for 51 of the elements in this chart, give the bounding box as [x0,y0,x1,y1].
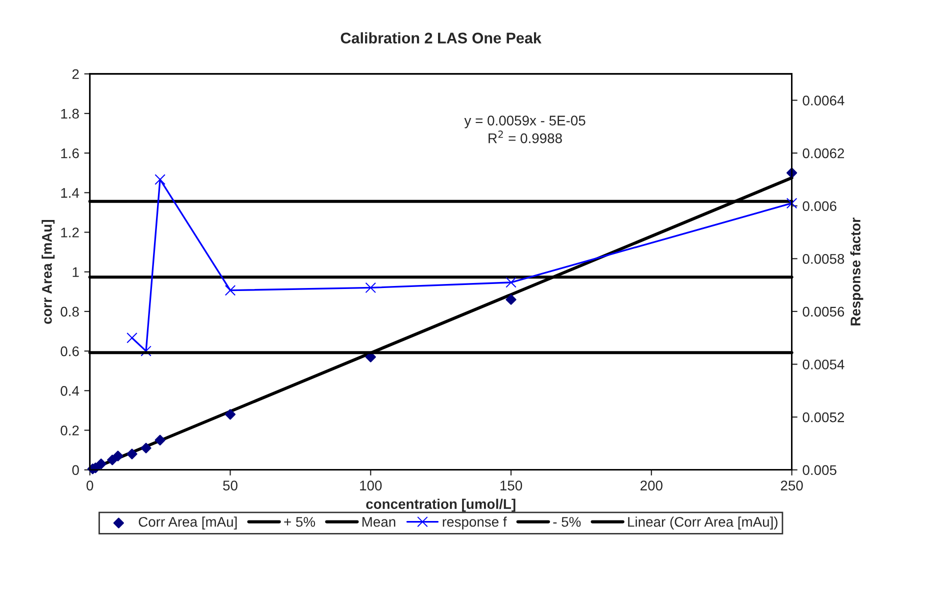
point [126,332,138,344]
y2-axis-title: Response factor [850,218,864,326]
x-axis-title: concentration [umol/L] [366,498,516,512]
point [506,294,516,305]
chart-title: Calibration 2 LAS One Peak [340,32,542,44]
y-tick-label: 0.6 [60,346,79,356]
y-tick-label: 1 [72,267,79,277]
point [786,198,798,209]
point [96,458,106,470]
x-tick-label: 100 [360,480,382,490]
x-tick-label: 0 [86,480,94,490]
legend-label: response f [442,516,507,530]
legend-label: + 5% [284,517,316,527]
y2-tick-label: 0.0058 [802,254,844,264]
point [365,282,376,294]
y-axis-title: corr Area [mAu] [42,220,55,324]
y2-tick-label: 0.0064 [802,96,844,106]
y-tick-label: 2 [72,69,79,79]
x-tick-label: 50 [223,480,238,490]
point [112,450,124,462]
point [126,448,138,460]
y-tick-label: 0.8 [60,306,79,317]
point [224,284,236,296]
y-tick-label: 1.2 [61,228,79,238]
y2-tick-label: 0.0056 [802,306,844,317]
y-tick-label: 0 [72,465,79,476]
point [506,277,516,288]
x-tick-label: 250 [780,480,803,490]
x-tick-label: 200 [640,480,662,490]
legend-label: Corr Area [mAu] [138,516,237,530]
legend-label: Mean [362,517,396,527]
point [140,346,152,356]
y-tick-label: 0.4 [60,386,80,396]
point [224,409,236,420]
y-tick-label: 1.8 [61,108,79,119]
y-tick-label: 1.4 [61,188,80,198]
y2-tick-label: 0.0052 [802,412,844,422]
point [154,434,166,446]
y2-tick-label: 0.005 [802,465,836,476]
legend-label: Linear (Corr Area [mAu]) [628,516,778,530]
y-tick-label: 0.2 [60,426,79,436]
y2-tick-label: 0.0054 [802,360,844,370]
y-tick-label: 1.6 [61,148,79,158]
point [154,174,166,185]
annotation: R$^{2}$ = 0.9988 [488,130,562,144]
y2-tick-label: 0.0062 [802,148,844,158]
point [140,442,152,454]
x-tick-label: 150 [500,480,522,490]
legend-label: - 5% [553,517,581,527]
annotation: y = 0.0059x - 5E-05 [464,116,586,128]
y2-tick-label: 0.006 [802,201,836,212]
